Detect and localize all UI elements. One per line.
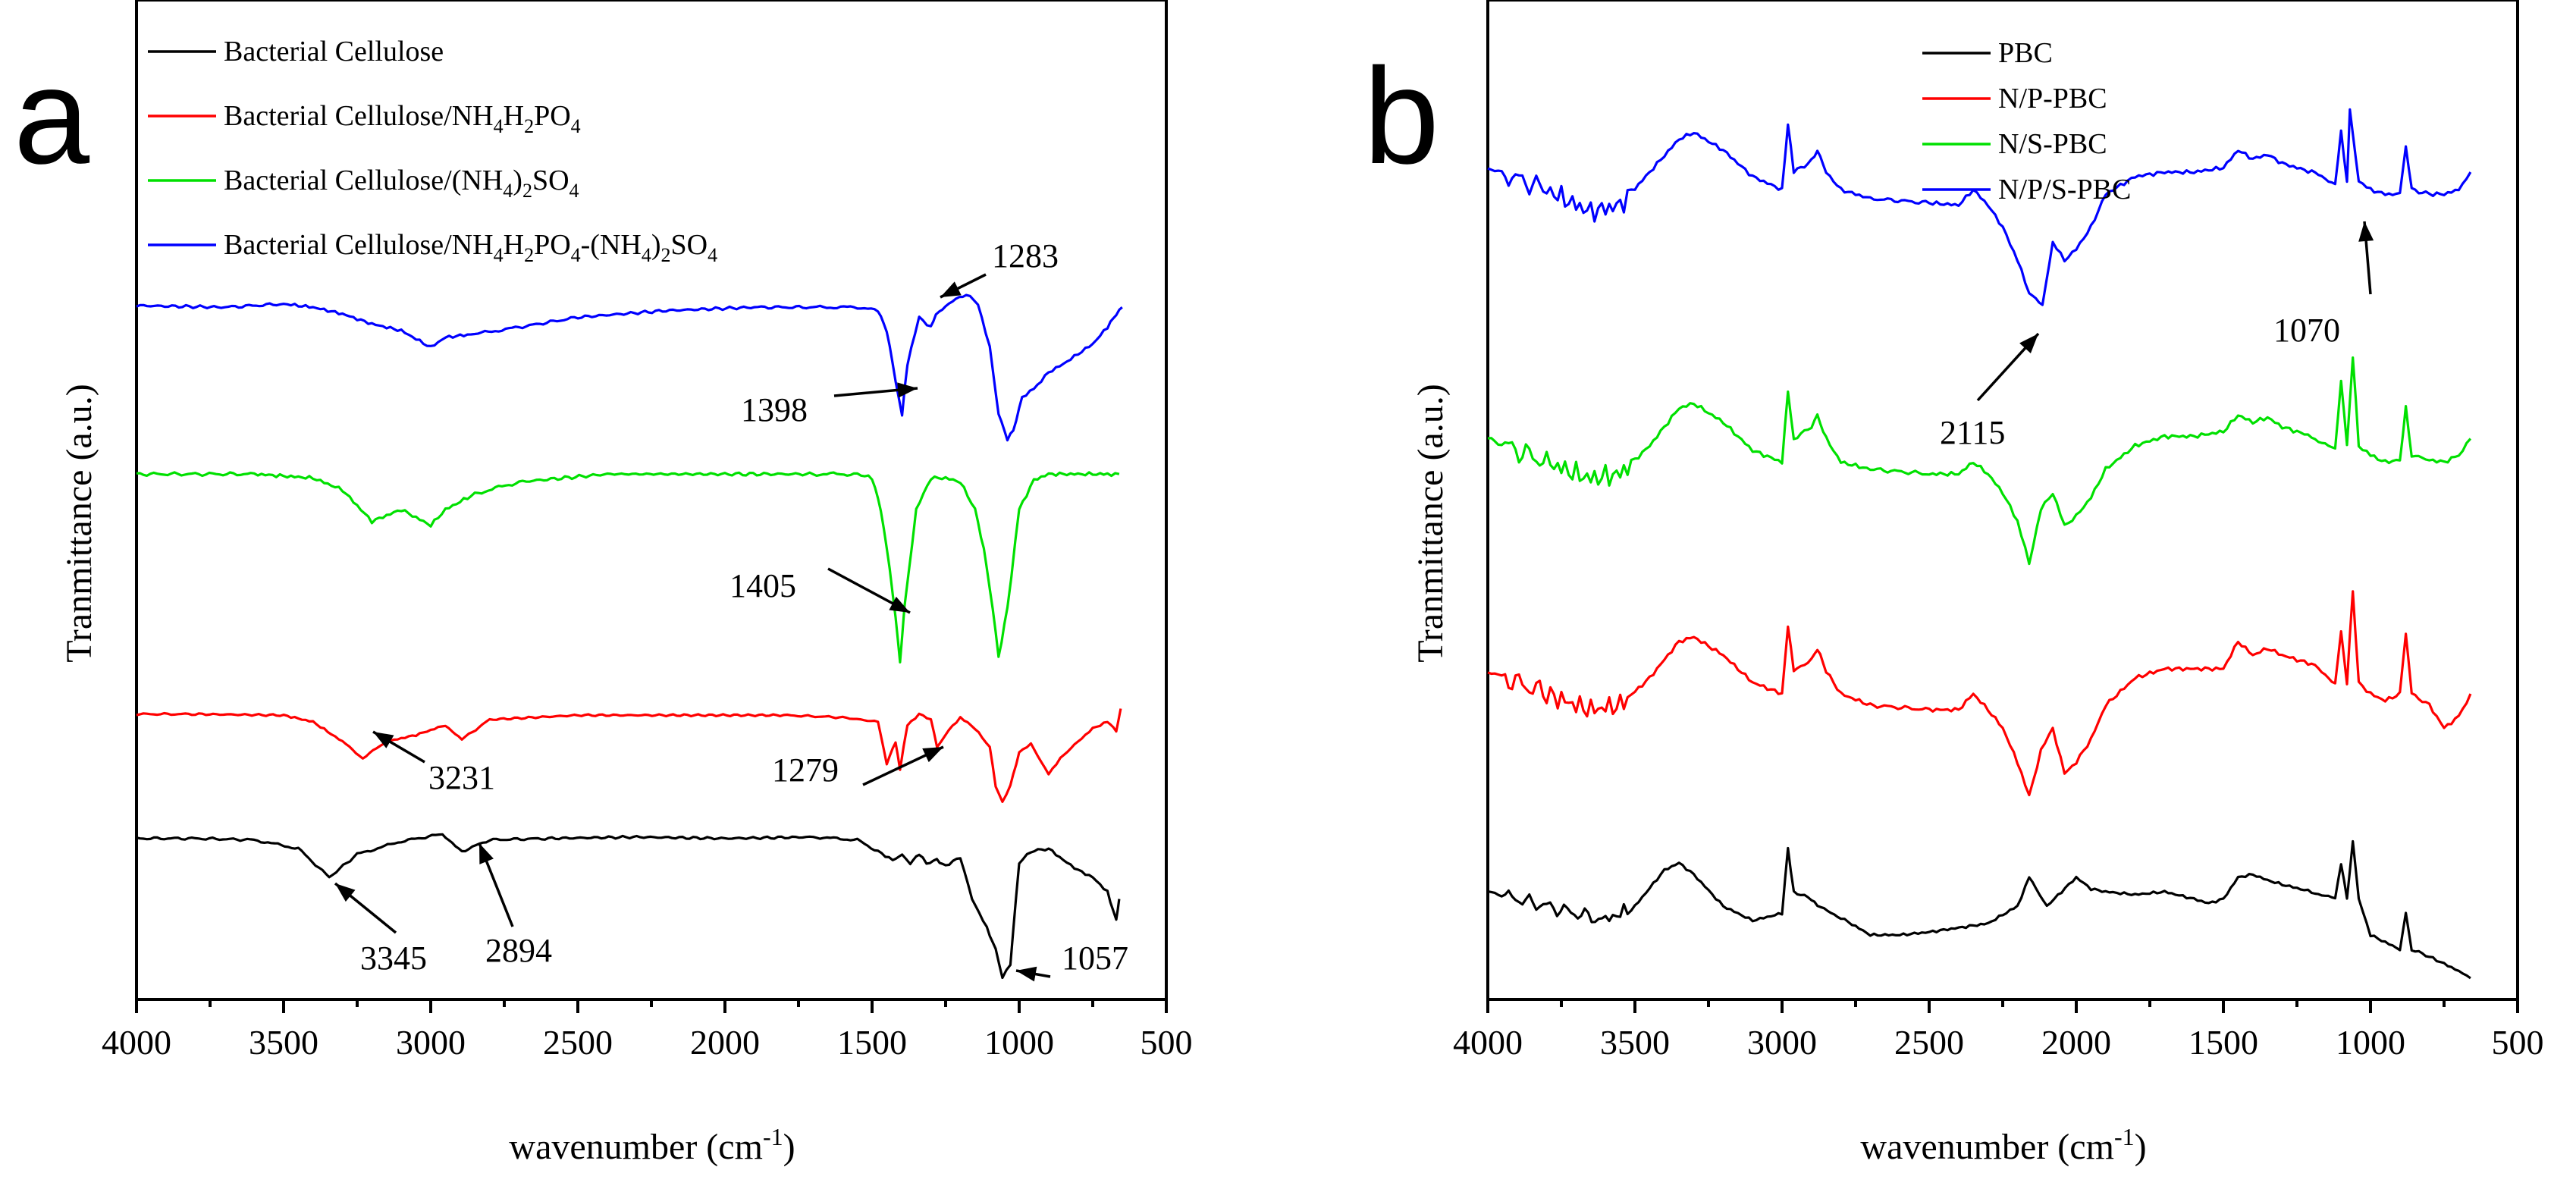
annotation-arrowhead: [897, 382, 918, 398]
annotation-label: 2894: [485, 932, 552, 969]
annotation-arrowhead: [889, 596, 910, 613]
annotation-arrowhead: [2019, 334, 2038, 353]
annotation-label: 1283: [992, 237, 1059, 275]
panel-b: b 4000 3500 3000 2500 2000 1500 1000 500 PBC N/P…: [1363, 0, 2544, 1167]
series-line-red: [136, 708, 1122, 804]
panel-b-annotations: 1070 2115: [1940, 221, 2374, 451]
legend-label-red: Bacterial Cellulose/NH4H2PO4: [224, 100, 581, 137]
annotation-arrowhead: [922, 747, 943, 763]
panel-a-y-axis-title: Tranmittance (a.u.): [59, 384, 99, 662]
series-line-green: [1487, 356, 2472, 566]
panel-a-label: a: [14, 40, 90, 193]
x-tick-label: 3500: [249, 1023, 318, 1062]
x-tick-label: 1000: [2336, 1023, 2405, 1062]
series-line-green: [136, 471, 1120, 664]
legend-label-black: PBC: [1998, 37, 2053, 69]
legend-label-green: Bacterial Cellulose/(NH4)2SO4: [224, 165, 579, 202]
x-tick-label: 3000: [396, 1023, 466, 1062]
panel-a-annotations: 1283 1398 1405 3231 1279 3345 2894 1057: [334, 237, 1128, 982]
annotation-label: 3231: [428, 759, 495, 796]
annotation-arrowhead: [2358, 221, 2374, 242]
annotation-label: 1279: [772, 751, 839, 789]
annotation-arrowhead: [373, 732, 394, 748]
annotation-label: 1398: [741, 391, 808, 428]
x-tick-label: 4000: [102, 1023, 171, 1062]
panel-a-x-ticks: 4000 3500 3000 2500 2000 1500 1000 500: [102, 999, 1193, 1062]
series-line-black: [136, 833, 1121, 980]
x-tick-label: 3500: [1600, 1023, 1670, 1062]
x-tick-label: 2500: [1894, 1023, 1964, 1062]
series-line-black: [1487, 839, 2471, 980]
panel-b-legend: PBC N/P-PBC N/S-PBC N/P/S-PBC: [1922, 37, 2131, 205]
x-tick-label: 2000: [690, 1023, 760, 1062]
x-tick-label: 4000: [1453, 1023, 1523, 1062]
panel-a: a 4000 3500 3000 2500 2000 1500 1000 500 Bacter…: [14, 0, 1193, 1167]
legend-label-blue: N/P/S-PBC: [1998, 174, 2131, 205]
panel-a-series: [136, 293, 1123, 980]
panel-a-x-axis-title: wavenumber (cm-1): [509, 1123, 795, 1167]
annotation-arrowhead: [1016, 966, 1037, 982]
x-tick-label: 500: [2492, 1023, 2544, 1062]
x-tick-label: 1500: [2189, 1023, 2258, 1062]
annotation-label: 2115: [1940, 414, 2005, 451]
legend-label-black: Bacterial Cellulose: [224, 36, 444, 67]
series-line-blue: [136, 293, 1123, 442]
annotation-arrowhead: [940, 281, 962, 297]
legend-label-red: N/P-PBC: [1998, 83, 2107, 115]
panel-b-y-axis-title: Tranmittance (a.u.): [1410, 384, 1451, 662]
panel-b-x-axis-title: wavenumber (cm-1): [1860, 1123, 2146, 1167]
annotation-arrowhead: [335, 883, 356, 902]
x-tick-label: 2000: [2041, 1023, 2111, 1062]
annotation-arrowhead: [479, 843, 494, 864]
legend-label-green: N/S-PBC: [1998, 128, 2107, 160]
series-line-blue: [1487, 108, 2472, 306]
annotation-label: 3345: [360, 940, 427, 977]
panel-b-label: b: [1363, 40, 1439, 193]
panel-a-legend: Bacterial Cellulose Bacterial Cellulose/N…: [148, 36, 717, 266]
series-line-red: [1487, 590, 2472, 797]
annotation-label: 1070: [2273, 312, 2340, 349]
x-tick-label: 500: [1141, 1023, 1193, 1062]
legend-label-blue: Bacterial Cellulose/NH4H2PO4-(NH4)2SO4: [224, 229, 717, 266]
panel-b-series: [1487, 108, 2472, 980]
annotation-label: 1057: [1062, 940, 1128, 977]
x-tick-label: 1000: [984, 1023, 1054, 1062]
x-tick-label: 3000: [1747, 1023, 1817, 1062]
panel-a-frame: [135, 0, 1168, 1001]
annotation-label: 1405: [730, 567, 796, 604]
x-tick-label: 2500: [543, 1023, 613, 1062]
panel-b-x-ticks: 4000 3500 3000 2500 2000 1500 1000 500: [1453, 999, 2544, 1062]
x-tick-label: 1500: [837, 1023, 907, 1062]
